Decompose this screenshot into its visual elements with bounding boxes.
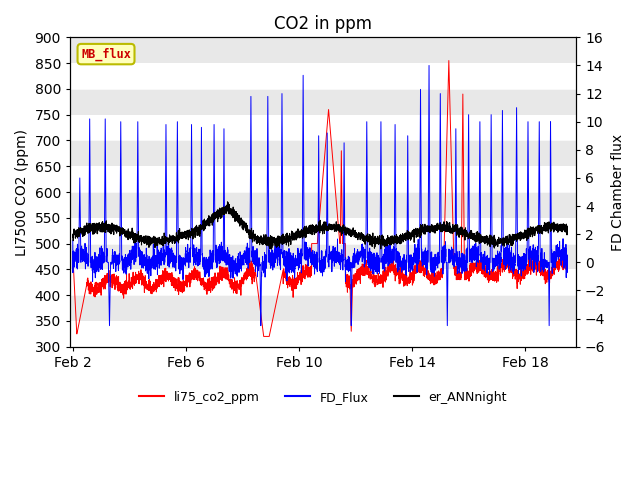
- Text: MB_flux: MB_flux: [81, 48, 131, 61]
- Bar: [70, 63, 576, 89]
- Bar: [70, 115, 576, 141]
- Title: CO2 in ppm: CO2 in ppm: [274, 15, 372, 33]
- Bar: [70, 166, 576, 192]
- Bar: [70, 269, 576, 295]
- Bar: [70, 321, 576, 347]
- Y-axis label: FD Chamber flux: FD Chamber flux: [611, 133, 625, 251]
- Y-axis label: LI7500 CO2 (ppm): LI7500 CO2 (ppm): [15, 129, 29, 255]
- Bar: [70, 218, 576, 244]
- Legend: li75_co2_ppm, FD_Flux, er_ANNnight: li75_co2_ppm, FD_Flux, er_ANNnight: [134, 385, 512, 408]
